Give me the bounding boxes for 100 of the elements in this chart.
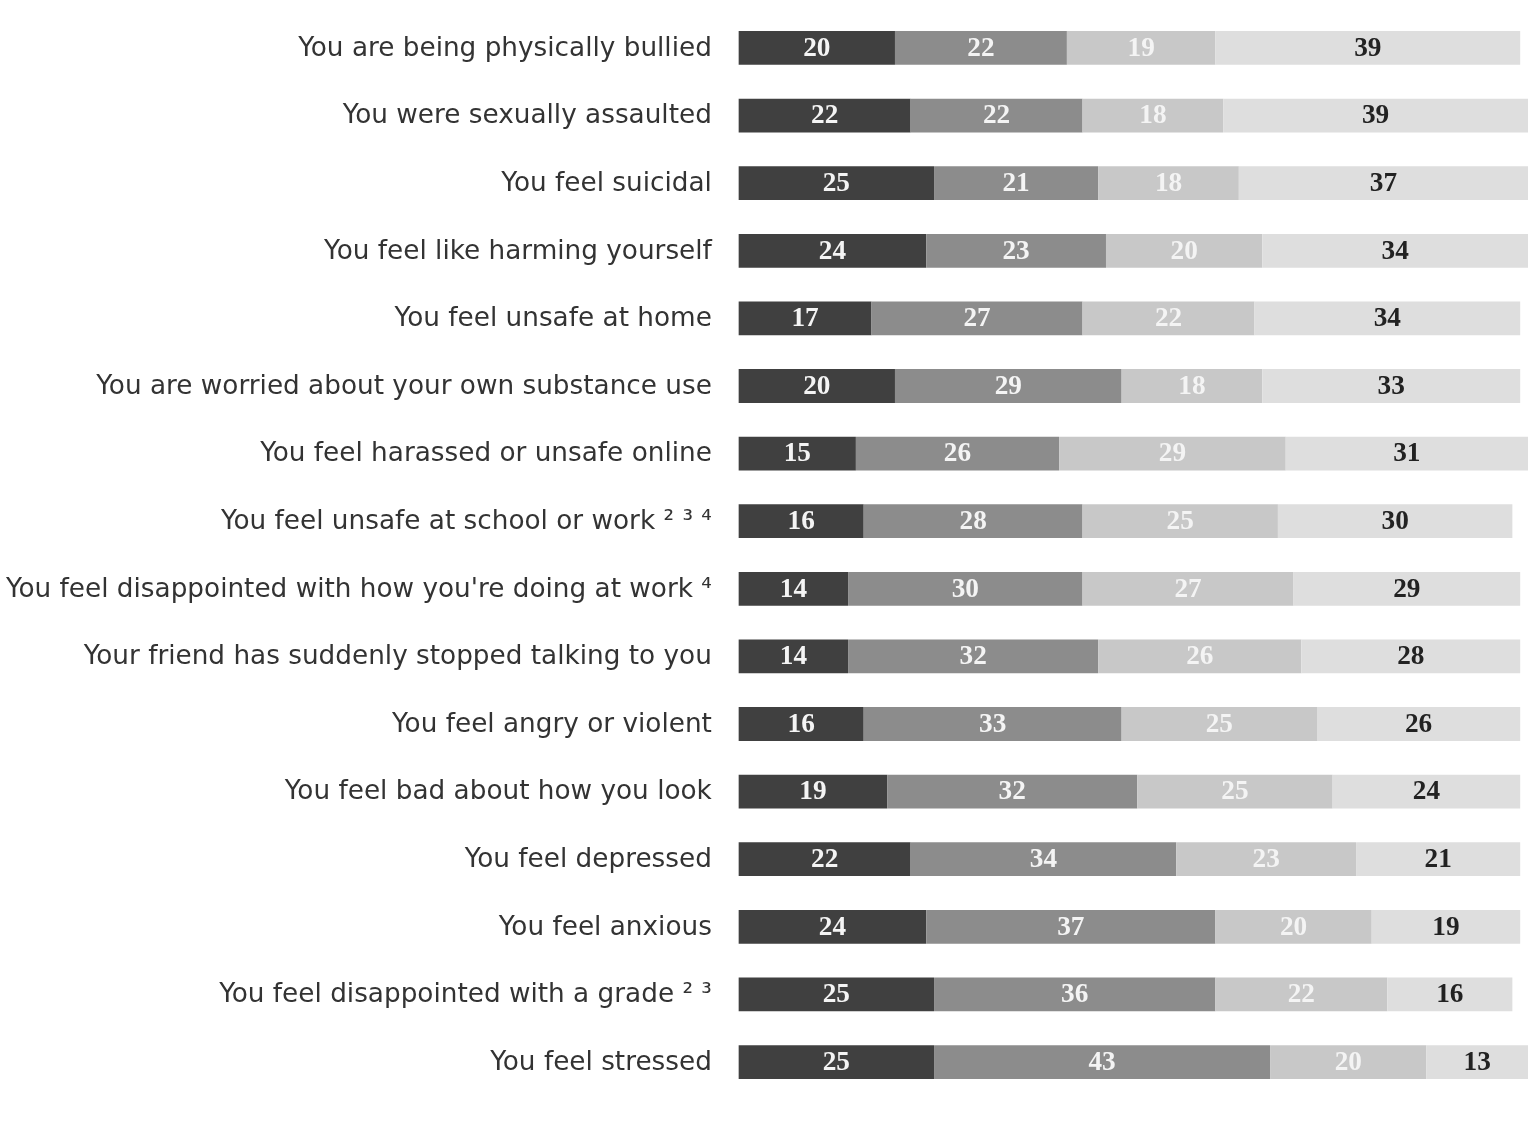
data-label: 14 bbox=[779, 640, 808, 671]
y-tick-label: You are worried about your own substance use bbox=[95, 369, 712, 400]
bar bbox=[738, 639, 849, 674]
bar bbox=[894, 31, 1067, 65]
data-label: 16 bbox=[787, 707, 815, 738]
y-tick-label: You feel like harming yourself bbox=[323, 234, 713, 265]
bar bbox=[863, 707, 1122, 741]
y-tick-label: You were sexually assaulted bbox=[341, 99, 712, 130]
data-label: 25 bbox=[822, 1045, 850, 1076]
data-label: 16 bbox=[787, 504, 815, 535]
bar bbox=[1105, 233, 1263, 268]
bar bbox=[910, 842, 1177, 877]
bar bbox=[926, 233, 1106, 268]
bar bbox=[1082, 301, 1255, 336]
bar bbox=[738, 98, 911, 133]
bar bbox=[738, 842, 911, 877]
data-label: 36 bbox=[1061, 978, 1089, 1009]
data-label: 14 bbox=[779, 572, 808, 603]
data-label: 39 bbox=[1354, 31, 1382, 62]
bar bbox=[1316, 707, 1521, 741]
data-label: 33 bbox=[979, 707, 1007, 738]
data-label: 15 bbox=[783, 437, 811, 468]
data-label: 21 bbox=[1002, 166, 1030, 197]
data-label: 24 bbox=[1412, 775, 1441, 806]
bar bbox=[848, 639, 1099, 674]
y-tick-label: You feel unsafe at home bbox=[393, 302, 712, 333]
bar bbox=[848, 571, 1083, 606]
data-label: 26 bbox=[943, 437, 972, 468]
bar bbox=[1066, 31, 1216, 65]
data-label: 22 bbox=[967, 31, 995, 62]
bar bbox=[1215, 31, 1521, 65]
data-label: 25 bbox=[822, 166, 850, 197]
bar bbox=[1098, 166, 1239, 201]
y-tick-label: You feel unsafe at school or work ² ³ ⁴ bbox=[219, 504, 712, 535]
bar bbox=[1215, 909, 1372, 944]
data-label: 30 bbox=[1381, 504, 1409, 535]
bar bbox=[1426, 1045, 1528, 1079]
bar bbox=[863, 504, 1083, 539]
data-label: 32 bbox=[959, 640, 987, 671]
bar bbox=[894, 369, 1122, 403]
data-label: 37 bbox=[1057, 910, 1085, 941]
bar bbox=[1262, 233, 1528, 268]
bar bbox=[1098, 639, 1302, 674]
bar bbox=[738, 166, 935, 201]
bar bbox=[738, 301, 872, 336]
bar bbox=[738, 436, 856, 471]
bar bbox=[1254, 301, 1521, 336]
data-label: 34 bbox=[1373, 302, 1402, 333]
data-label: 39 bbox=[1361, 99, 1390, 130]
data-label: 17 bbox=[791, 302, 819, 333]
y-tick-label: You feel suicidal bbox=[500, 166, 712, 197]
data-label: 25 bbox=[822, 978, 850, 1009]
bar bbox=[1238, 166, 1528, 201]
data-label: 34 bbox=[1029, 843, 1058, 874]
bar bbox=[910, 98, 1083, 133]
bar bbox=[934, 1045, 1271, 1079]
bar bbox=[738, 504, 864, 539]
data-label: 32 bbox=[998, 775, 1026, 806]
data-label: 29 bbox=[1393, 572, 1421, 603]
data-label: 24 bbox=[818, 910, 847, 941]
y-tick-label: You feel disappointed with how you're doing at work ⁴ bbox=[4, 572, 712, 603]
y-tick-label: Your friend has suddenly stopped talking to you bbox=[82, 640, 712, 671]
bar bbox=[1387, 977, 1513, 1012]
data-label: 27 bbox=[963, 302, 991, 333]
bar bbox=[1059, 436, 1286, 471]
data-label: 29 bbox=[994, 369, 1022, 400]
bar bbox=[855, 436, 1060, 471]
y-tick-label: You feel bad about how you look bbox=[283, 775, 713, 806]
data-label: 28 bbox=[1397, 640, 1425, 671]
bar bbox=[738, 707, 864, 741]
data-label: 13 bbox=[1463, 1045, 1491, 1076]
data-label: 20 bbox=[803, 369, 831, 400]
y-tick-label: You feel stressed bbox=[489, 1045, 712, 1076]
data-label: 33 bbox=[1377, 369, 1405, 400]
bar bbox=[738, 909, 927, 944]
bar bbox=[1082, 571, 1294, 606]
y-tick-label: You feel angry or violent bbox=[391, 707, 712, 738]
data-label: 22 bbox=[982, 99, 1011, 130]
y-tick-label: You are being physically bullied bbox=[297, 31, 712, 62]
bar bbox=[887, 774, 1138, 809]
data-label: 22 bbox=[811, 99, 839, 130]
data-label: 34 bbox=[1381, 234, 1410, 265]
bar bbox=[738, 571, 849, 606]
bar bbox=[1176, 842, 1357, 877]
bar bbox=[1137, 774, 1333, 809]
bar bbox=[738, 1045, 935, 1079]
bar bbox=[1277, 504, 1513, 539]
bar bbox=[1262, 369, 1521, 403]
data-label: 37 bbox=[1369, 166, 1398, 197]
data-label: 16 bbox=[1436, 978, 1464, 1009]
bar bbox=[1082, 504, 1278, 539]
bar bbox=[1301, 639, 1521, 674]
bar bbox=[1082, 98, 1224, 133]
y-tick-label: You feel anxious bbox=[497, 910, 712, 941]
bar bbox=[738, 233, 927, 268]
bar bbox=[1371, 909, 1521, 944]
data-label: 20 bbox=[803, 31, 831, 62]
bar bbox=[926, 909, 1216, 944]
data-label: 26 bbox=[1404, 707, 1433, 738]
bar bbox=[934, 166, 1099, 201]
